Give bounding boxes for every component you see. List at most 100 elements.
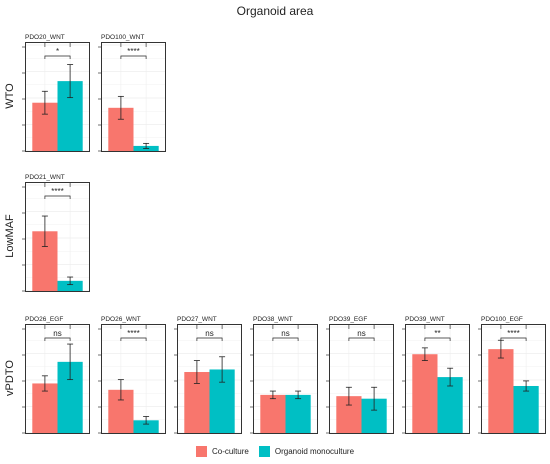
facet-plot: **** [98, 42, 166, 152]
error-bar [41, 215, 48, 247]
error-bar [269, 390, 276, 400]
facet-strip-label: PDO26_EGF [25, 316, 64, 323]
row-label: LowMAF [4, 214, 16, 258]
x-axis-ticks [44, 183, 71, 187]
significance-bracket [500, 337, 527, 341]
facet-svg: **** [26, 183, 89, 291]
facet-svg: ns [26, 325, 89, 433]
facet-plot: ns [250, 324, 318, 434]
x-axis-ticks [120, 43, 147, 47]
facet-strip-label: PDO21_WNT [25, 174, 65, 181]
facet-plot: **** [22, 182, 90, 292]
error-bar [345, 386, 352, 406]
facet-plot: ns [174, 324, 242, 434]
facet-svg: ** [406, 325, 469, 433]
significance-label: **** [507, 329, 519, 338]
error-bar [117, 379, 124, 401]
y-axis-ticks [250, 328, 254, 434]
y-axis-ticks [326, 328, 330, 434]
facet-strip-label: PDO27_WNT [177, 316, 217, 323]
facet-svg: **** [102, 325, 165, 433]
legend-item-organoid-monoculture: Organoid monoculture [258, 446, 355, 457]
facet-svg: ns [178, 325, 241, 433]
significance-bracket [272, 337, 299, 341]
significance-label: **** [127, 329, 139, 338]
facet-plot: ** [402, 324, 470, 434]
facet-svg: **** [102, 43, 165, 151]
significance-bracket [348, 337, 375, 341]
significance-label: ns [357, 329, 365, 338]
facet-panel: PDO39_WNT ** [402, 315, 470, 434]
facet-strip-label: PDO38_WNT [253, 316, 293, 323]
facet-plot: **** [98, 324, 166, 434]
error-bar [219, 356, 226, 383]
error-bar [67, 343, 74, 381]
bar-co-culture [32, 383, 58, 433]
bar-organoid-monoculture [57, 280, 83, 291]
x-axis-ticks [348, 325, 375, 329]
y-axis-ticks [98, 328, 102, 434]
significance-bracket [196, 337, 223, 341]
facet-strip-label: PDO20_WNT [25, 34, 65, 41]
x-axis-ticks [424, 325, 451, 329]
bar-co-culture [412, 354, 438, 433]
error-bar [67, 276, 74, 286]
error-bar [67, 64, 74, 99]
bar-organoid-monoculture [437, 377, 463, 433]
facet-strip-label: PDO39_WNT [405, 316, 445, 323]
error-bar [41, 375, 48, 392]
error-bar [193, 360, 200, 384]
significance-label: ns [205, 329, 213, 338]
x-axis-ticks [196, 325, 223, 329]
facet-panel: PDO100_EGF **** [478, 315, 546, 434]
facet-svg: * [26, 43, 89, 151]
y-axis-ticks [478, 328, 482, 434]
bar-organoid-monoculture [133, 420, 159, 433]
significance-bracket [44, 195, 71, 199]
facet-panel: PDO21_WNT **** [22, 173, 90, 292]
x-axis-ticks [44, 325, 71, 329]
error-bar [143, 416, 150, 425]
x-axis-ticks [44, 43, 71, 47]
facet-svg: ns [330, 325, 393, 433]
facet-strip-label: PDO100_WNT [101, 34, 145, 41]
significance-bracket [120, 55, 147, 59]
significance-bracket [44, 55, 71, 59]
significance-label: **** [127, 47, 139, 56]
significance-label: * [56, 47, 59, 56]
legend: Co-culture Organoid monoculture [0, 446, 550, 457]
facet-strip-label: PDO26_WNT [101, 316, 141, 323]
legend-swatch-organoid-monoculture [258, 446, 270, 457]
chart-title: Organoid area [236, 4, 314, 18]
error-bar [447, 367, 454, 387]
legend-label-co-culture: Co-culture [211, 447, 249, 456]
legend-item-co-culture: Co-culture [195, 446, 249, 457]
facet-svg: **** [482, 325, 545, 433]
error-bar [41, 90, 48, 115]
y-axis-ticks [22, 46, 26, 152]
y-axis-ticks [98, 46, 102, 152]
facet-plot: ns [22, 324, 90, 434]
y-axis-ticks [22, 186, 26, 292]
y-axis-ticks [402, 328, 406, 434]
error-bar [295, 390, 302, 400]
error-bar [421, 347, 428, 361]
facet-strip-label: PDO39_EGF [329, 316, 368, 323]
error-bar [371, 386, 378, 411]
significance-bracket [44, 337, 71, 341]
row-label: vPDTO [4, 360, 16, 396]
significance-label: ns [53, 329, 61, 338]
legend-label-organoid-monoculture: Organoid monoculture [274, 447, 355, 456]
facet-plot: **** [478, 324, 546, 434]
significance-bracket [120, 337, 147, 341]
bar-organoid-monoculture [285, 394, 311, 433]
y-axis-ticks [22, 328, 26, 434]
x-axis-ticks [272, 325, 299, 329]
legend-swatch-co-culture [195, 446, 207, 457]
facet-strip-label: PDO100_EGF [481, 316, 523, 323]
significance-label: ns [281, 329, 289, 338]
significance-bracket [424, 337, 451, 341]
facet-svg: ns [254, 325, 317, 433]
